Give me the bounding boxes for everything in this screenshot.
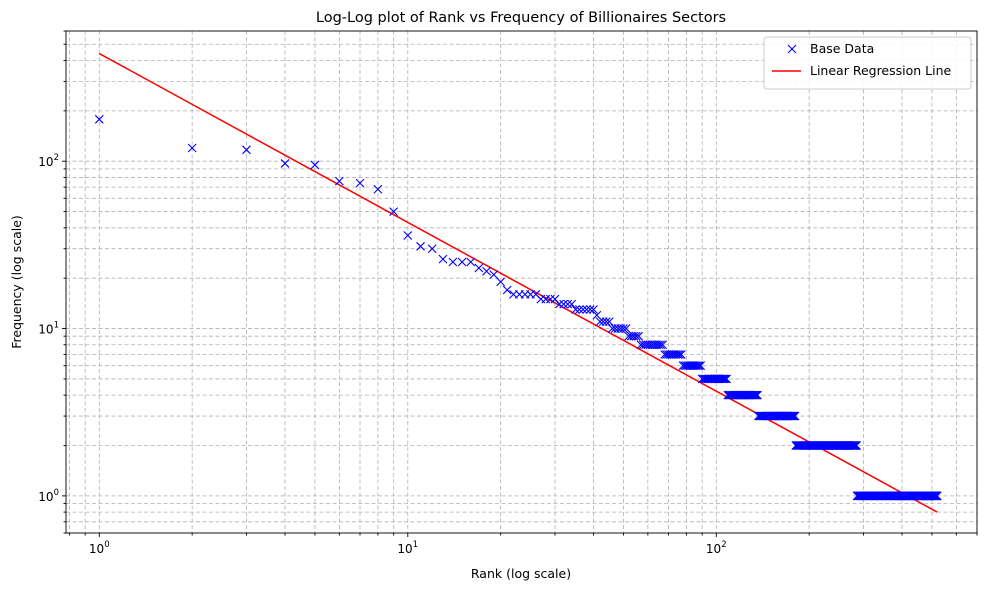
data-point [585, 305, 595, 314]
data-point [694, 361, 704, 371]
data-point [334, 176, 344, 186]
data-point [546, 294, 555, 304]
data-point [601, 317, 611, 327]
data-point [649, 340, 659, 350]
data-point [643, 340, 653, 350]
data-point [474, 263, 484, 273]
data-point [489, 270, 499, 280]
data-point [654, 340, 663, 350]
data-point [373, 184, 383, 194]
x-tick-label: 102 [706, 540, 727, 556]
data-point [595, 317, 605, 327]
data-point [619, 324, 628, 333]
plot-frame [65, 30, 978, 534]
data-point [751, 390, 760, 400]
data-point [652, 340, 661, 350]
data-point [676, 350, 686, 359]
data-point [752, 390, 761, 400]
y-axis-label: Frequency (log scale) [9, 215, 24, 349]
data-point [563, 299, 573, 309]
plot-data [94, 52, 942, 513]
data-point [790, 411, 800, 421]
data-point [638, 340, 648, 350]
data-point [571, 305, 581, 314]
chart-title: Log-Log plot of Rank vs Frequency of Bil… [316, 10, 726, 26]
data-point [438, 254, 448, 264]
data-point [389, 207, 399, 216]
y-tick-label: 100 [38, 488, 59, 504]
legend: Base Data Linear Regression Line [763, 36, 972, 90]
data-point [719, 374, 729, 384]
legend-box [763, 36, 972, 90]
regression-line [98, 52, 938, 513]
data-point [658, 340, 668, 350]
x-tick-label: 101 [397, 540, 418, 556]
data-point [496, 277, 506, 287]
y-tick-label: 102 [38, 153, 59, 169]
data-point [589, 305, 598, 314]
data-point [482, 266, 491, 276]
data-point [693, 361, 703, 371]
data-point [427, 244, 437, 254]
legend-label-base-data: Base Data [810, 41, 874, 56]
x-tick-label: 100 [89, 540, 110, 556]
data-point [631, 331, 641, 341]
data-point [457, 257, 467, 267]
data-point [852, 441, 861, 450]
data-point [242, 145, 251, 155]
data-point [647, 340, 657, 350]
data-point [621, 324, 631, 333]
data-point [604, 317, 614, 327]
axis-ticks: 100 101 102 100 101 102 [38, 30, 978, 556]
legend-label-regression: Linear Regression Line [810, 63, 952, 78]
x-axis-label: Rank (log scale) [471, 566, 571, 581]
y-tick-label: 101 [38, 321, 59, 337]
data-point [567, 299, 577, 309]
legend-marker-base-data [787, 44, 797, 54]
data-point [932, 491, 942, 501]
data-point [554, 299, 564, 309]
data-point [559, 299, 569, 309]
data-point [416, 241, 425, 251]
data-point [645, 340, 655, 350]
data-point [749, 390, 758, 400]
data-point [582, 305, 592, 314]
data-point [310, 160, 320, 170]
data-point [634, 331, 643, 341]
data-point [575, 305, 584, 314]
data-point [578, 305, 588, 314]
data-point [403, 231, 413, 240]
data-point [675, 350, 684, 359]
data-point [502, 285, 512, 295]
data-point [355, 178, 365, 188]
data-point [94, 114, 104, 124]
data-point [673, 350, 683, 359]
data-point [641, 340, 650, 350]
data-point [466, 257, 476, 267]
data-point [187, 143, 197, 153]
data-point [280, 159, 290, 168]
data-point [696, 361, 706, 371]
data-point [448, 257, 458, 267]
data-point [720, 374, 730, 384]
data-point [656, 340, 666, 350]
data-point [750, 390, 759, 400]
data-point [718, 374, 728, 384]
data-point [722, 374, 731, 384]
data-point [753, 390, 762, 400]
